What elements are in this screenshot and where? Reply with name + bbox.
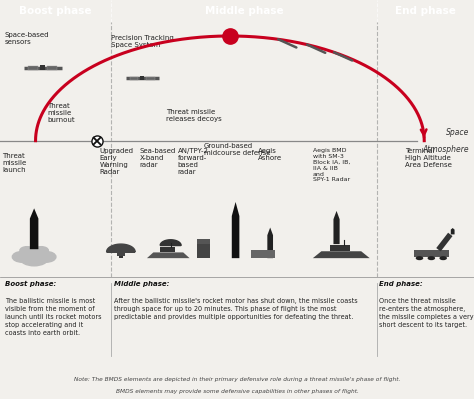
Text: Atmosphere: Atmosphere (423, 144, 469, 154)
Polygon shape (333, 211, 339, 244)
Polygon shape (130, 77, 138, 80)
Circle shape (416, 256, 423, 260)
Circle shape (23, 247, 46, 259)
Text: End phase: End phase (395, 6, 456, 16)
Text: Threat
missile
launch: Threat missile launch (2, 154, 27, 174)
Text: Boost phase:: Boost phase: (5, 281, 56, 287)
Polygon shape (313, 251, 370, 258)
Polygon shape (28, 66, 38, 70)
Text: Middle phase:: Middle phase: (114, 281, 169, 287)
Polygon shape (267, 227, 273, 258)
Polygon shape (107, 244, 135, 252)
Text: Aegis
Ashore: Aegis Ashore (258, 148, 283, 161)
Text: Aegis BMD
with SM-3
Block IA, IB,
IIA & IIB
and
SPY-1 Radar: Aegis BMD with SM-3 Block IA, IB, IIA & … (313, 148, 350, 182)
Text: Terminal
High Altitude
Area Defense: Terminal High Altitude Area Defense (405, 148, 452, 168)
Text: AN/TPY-2
forward-
based
radar: AN/TPY-2 forward- based radar (178, 148, 209, 175)
Text: Ground-based
midcourse defense: Ground-based midcourse defense (204, 143, 270, 156)
Polygon shape (160, 240, 181, 245)
Polygon shape (140, 76, 144, 80)
Circle shape (34, 247, 48, 254)
Polygon shape (197, 244, 210, 258)
Polygon shape (47, 66, 57, 70)
Text: After the ballistic missile's rocket motor has shut down, the missile coasts
thr: After the ballistic missile's rocket mot… (114, 298, 357, 320)
Polygon shape (147, 253, 190, 258)
Text: Threat
missile
burnout: Threat missile burnout (47, 103, 75, 123)
Polygon shape (146, 77, 155, 80)
Circle shape (36, 251, 56, 262)
Polygon shape (40, 65, 45, 71)
Text: Space-based
sensors: Space-based sensors (5, 32, 49, 45)
Text: Upgraded
Early
Warning
Radar: Upgraded Early Warning Radar (100, 148, 134, 175)
Polygon shape (251, 251, 275, 258)
Text: BMDS elements may provide some defensive capabilities in other phases of flight.: BMDS elements may provide some defensive… (116, 389, 358, 394)
Circle shape (12, 251, 32, 262)
Polygon shape (330, 245, 350, 251)
Text: Note: The BMDS elements are depicted in their primary defensive role during a th: Note: The BMDS elements are depicted in … (74, 377, 400, 382)
Text: Threat missile
releases decoys: Threat missile releases decoys (166, 109, 222, 122)
Text: Middle phase: Middle phase (205, 6, 283, 16)
Text: Boost phase: Boost phase (19, 6, 92, 16)
Text: End phase:: End phase: (379, 281, 423, 287)
Text: Once the threat missile
re-enters the atmosphere,
the missile completes a very
s: Once the threat missile re-enters the at… (379, 298, 474, 328)
Text: Space: Space (446, 128, 469, 137)
Circle shape (428, 256, 435, 260)
Polygon shape (160, 247, 174, 253)
Polygon shape (118, 256, 123, 258)
Polygon shape (413, 250, 449, 257)
Polygon shape (451, 228, 455, 234)
Polygon shape (117, 252, 125, 256)
Polygon shape (232, 202, 239, 258)
Circle shape (20, 251, 48, 266)
Polygon shape (30, 208, 38, 249)
Polygon shape (197, 239, 210, 244)
Text: Sea-based
X-band
radar: Sea-based X-band radar (140, 148, 176, 168)
Circle shape (439, 256, 447, 260)
Circle shape (20, 247, 34, 254)
Text: Precision Tracking
Space System: Precision Tracking Space System (111, 35, 174, 48)
Text: The ballistic missile is most
visible from the moment of
launch until its rocket: The ballistic missile is most visible fr… (5, 298, 101, 336)
